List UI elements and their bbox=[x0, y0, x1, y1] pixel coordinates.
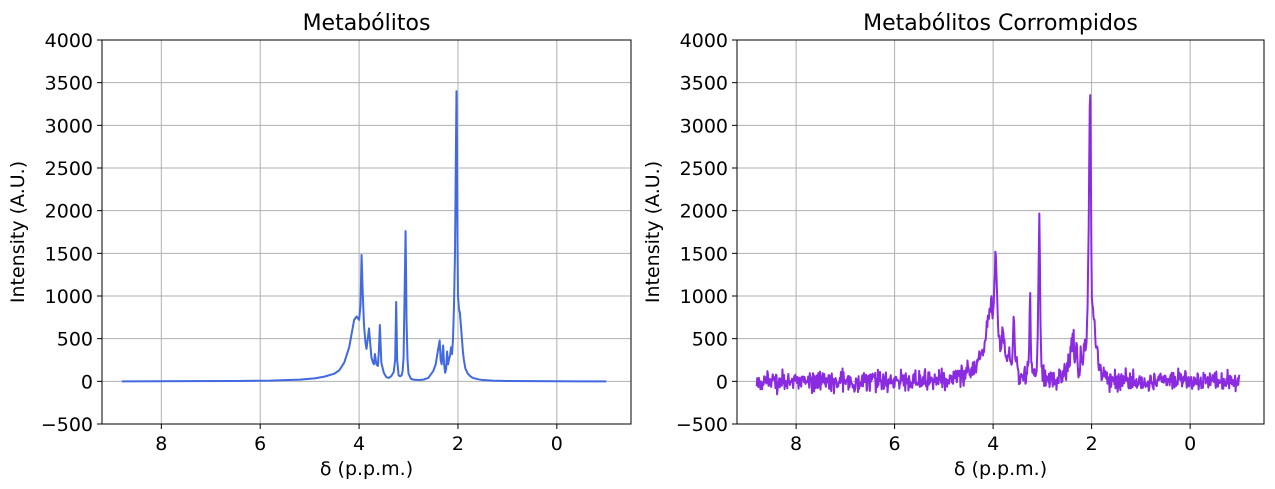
series-group bbox=[755, 94, 1241, 396]
y-tick-label: −500 bbox=[41, 414, 93, 436]
tick-group: 8 6 4 2 0 −500 0 500 1000 1500 2000 2500 3000 3500 400… bbox=[41, 30, 563, 455]
y-tick-label: 3500 bbox=[45, 73, 93, 95]
chart-metabolitos-corrompidos: 8 6 4 2 0 −500 0 500 1000 1500 2000 2500 3000 3500 400… bbox=[642, 11, 1265, 480]
y-tick-label: −500 bbox=[676, 414, 728, 436]
y-tick-label: 1000 bbox=[680, 286, 728, 308]
x-tick-label: 0 bbox=[551, 433, 563, 455]
y-tick-label: 3000 bbox=[45, 115, 93, 137]
plot-frame bbox=[736, 39, 1265, 425]
y-tick-label: 1500 bbox=[680, 243, 728, 265]
y-tick-label: 0 bbox=[716, 371, 728, 393]
x-tick-label: 0 bbox=[1184, 433, 1196, 455]
y-tick-label: 0 bbox=[81, 371, 93, 393]
x-tick-label: 4 bbox=[987, 433, 999, 455]
x-tick-label: 8 bbox=[155, 433, 167, 455]
y-axis-label: Intensity (A.U.) bbox=[7, 161, 29, 303]
y-tick-label: 1500 bbox=[45, 243, 93, 265]
y-tick-label: 3000 bbox=[680, 115, 728, 137]
x-tick-label: 4 bbox=[353, 433, 365, 455]
series-line bbox=[755, 94, 1241, 396]
y-tick-label: 4000 bbox=[45, 30, 93, 52]
x-tick-label: 6 bbox=[889, 433, 901, 455]
y-tick-label: 1000 bbox=[45, 286, 93, 308]
y-tick-label: 2500 bbox=[680, 158, 728, 180]
chart-metabolitos: 8 6 4 2 0 −500 0 500 1000 1500 2000 2500 3000 3500 400… bbox=[7, 11, 632, 480]
x-tick-label: 8 bbox=[790, 433, 802, 455]
x-axis-label: δ (p.p.m.) bbox=[954, 458, 1047, 480]
x-axis-label: δ (p.p.m.) bbox=[320, 458, 413, 480]
y-tick-label: 500 bbox=[57, 329, 93, 351]
chart-title: Metabólitos bbox=[303, 11, 431, 36]
y-tick-label: 2000 bbox=[680, 201, 728, 223]
y-tick-label: 4000 bbox=[680, 30, 728, 52]
plot-frame bbox=[101, 39, 632, 425]
y-axis-label: Intensity (A.U.) bbox=[642, 161, 664, 303]
tick-group: 8 6 4 2 0 −500 0 500 1000 1500 2000 2500 3000 3500 400… bbox=[676, 30, 1196, 455]
y-tick-label: 2000 bbox=[45, 201, 93, 223]
x-tick-label: 6 bbox=[254, 433, 266, 455]
series-line bbox=[121, 90, 607, 383]
y-tick-label: 3500 bbox=[680, 73, 728, 95]
y-tick-label: 2500 bbox=[45, 158, 93, 180]
x-tick-label: 2 bbox=[452, 433, 464, 455]
y-tick-label: 500 bbox=[692, 329, 728, 351]
x-tick-label: 2 bbox=[1086, 433, 1098, 455]
chart-title: Metabólitos Corrompidos bbox=[863, 11, 1138, 36]
series-group bbox=[121, 90, 607, 383]
